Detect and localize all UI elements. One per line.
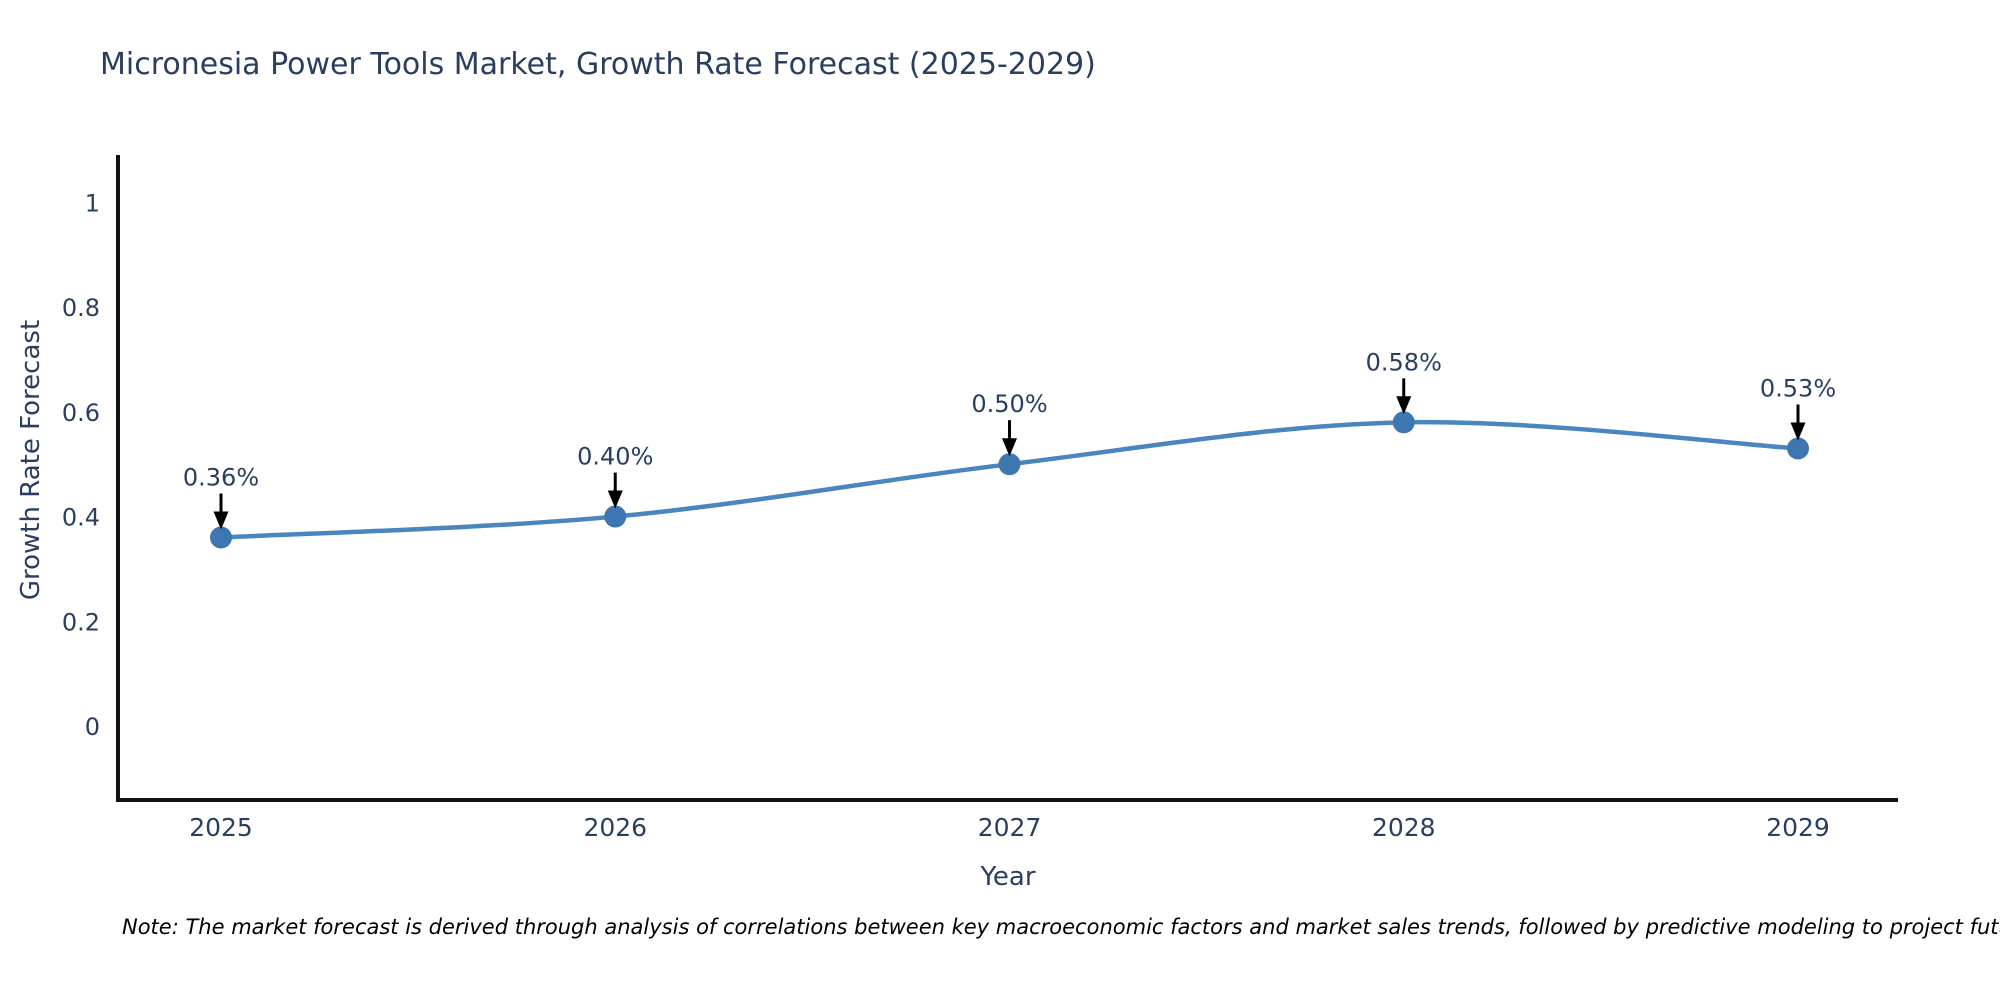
x-tick-label: 2028	[1372, 813, 1436, 842]
y-tick-label: 0.4	[62, 504, 100, 532]
annotation-label: 0.36%	[183, 464, 259, 492]
annotation-label: 0.58%	[1366, 348, 1442, 376]
data-point-marker	[998, 453, 1021, 476]
y-tick-label: 0	[85, 713, 100, 741]
data-point-marker	[604, 505, 627, 528]
annotation-label: 0.40%	[577, 443, 653, 471]
annotation-label: 0.50%	[971, 390, 1047, 418]
data-point-marker	[1392, 411, 1415, 434]
x-tick-label: 2026	[583, 813, 647, 842]
y-tick-label: 0.6	[62, 399, 100, 427]
x-tick-label: 2025	[189, 813, 253, 842]
annotation-label: 0.53%	[1760, 374, 1836, 402]
x-tick-label: 2029	[1766, 813, 1830, 842]
chart-title: Micronesia Power Tools Market, Growth Ra…	[100, 47, 1096, 82]
annotation-arrowhead	[1790, 422, 1806, 441]
x-tick-label: 2027	[978, 813, 1042, 842]
annotation-arrowhead	[1396, 396, 1412, 415]
footnote: Note: The market forecast is derived thr…	[122, 915, 2000, 939]
y-tick-label: 0.8	[62, 294, 100, 322]
data-point-marker	[1787, 437, 1809, 460]
y-tick-label: 1	[85, 189, 100, 217]
y-axis-title: Growth Rate Forecast	[16, 319, 46, 601]
annotation-arrowhead	[213, 511, 229, 530]
y-tick-label: 0.2	[62, 608, 100, 636]
annotation-arrowhead	[607, 490, 623, 509]
annotation-arrowhead	[1002, 438, 1017, 457]
data-point-marker	[210, 526, 232, 549]
x-axis-title: Year	[980, 862, 1036, 892]
